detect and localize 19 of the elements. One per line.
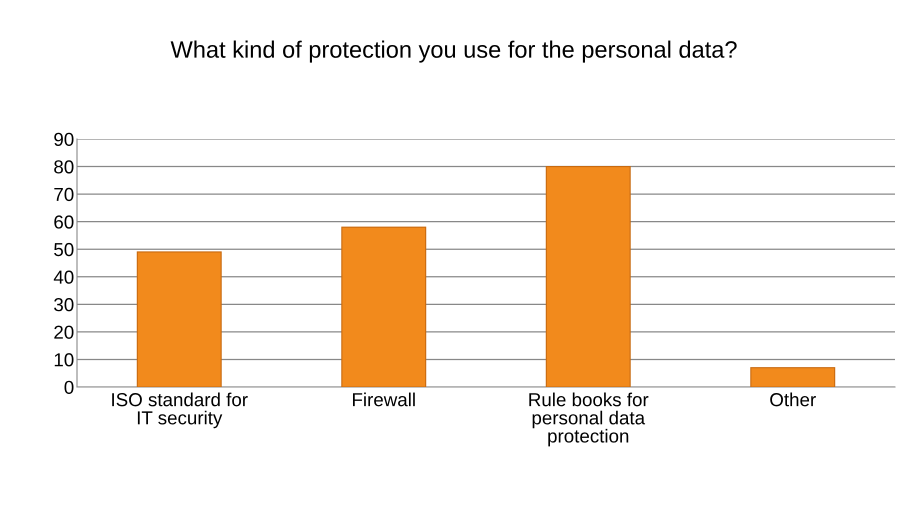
y-tick-label: 20 [54, 326, 74, 339]
y-tick-label: 60 [54, 215, 74, 229]
x-tick-label: Rule books for personal data protection [529, 392, 648, 446]
bar [546, 166, 631, 387]
bar [136, 251, 222, 387]
x-tick-label: ISO standard for IT security [112, 392, 248, 428]
bar [750, 367, 836, 387]
y-tick-label: 70 [54, 188, 74, 202]
bar [341, 226, 426, 387]
y-tick-label: 40 [54, 270, 74, 284]
y-tick-label: 0 [64, 380, 74, 394]
x-tick-label: Other [770, 392, 816, 406]
chart-title: What kind of protection you use for the personal data? [170, 40, 737, 63]
y-tick-label: 10 [54, 353, 74, 366]
y-tick-label: 80 [54, 160, 74, 174]
y-tick-label: 90 [54, 132, 74, 146]
y-tick-label: 50 [54, 242, 74, 256]
y-tick-label: 30 [54, 298, 74, 312]
x-tick-label: Firewall [352, 392, 415, 406]
